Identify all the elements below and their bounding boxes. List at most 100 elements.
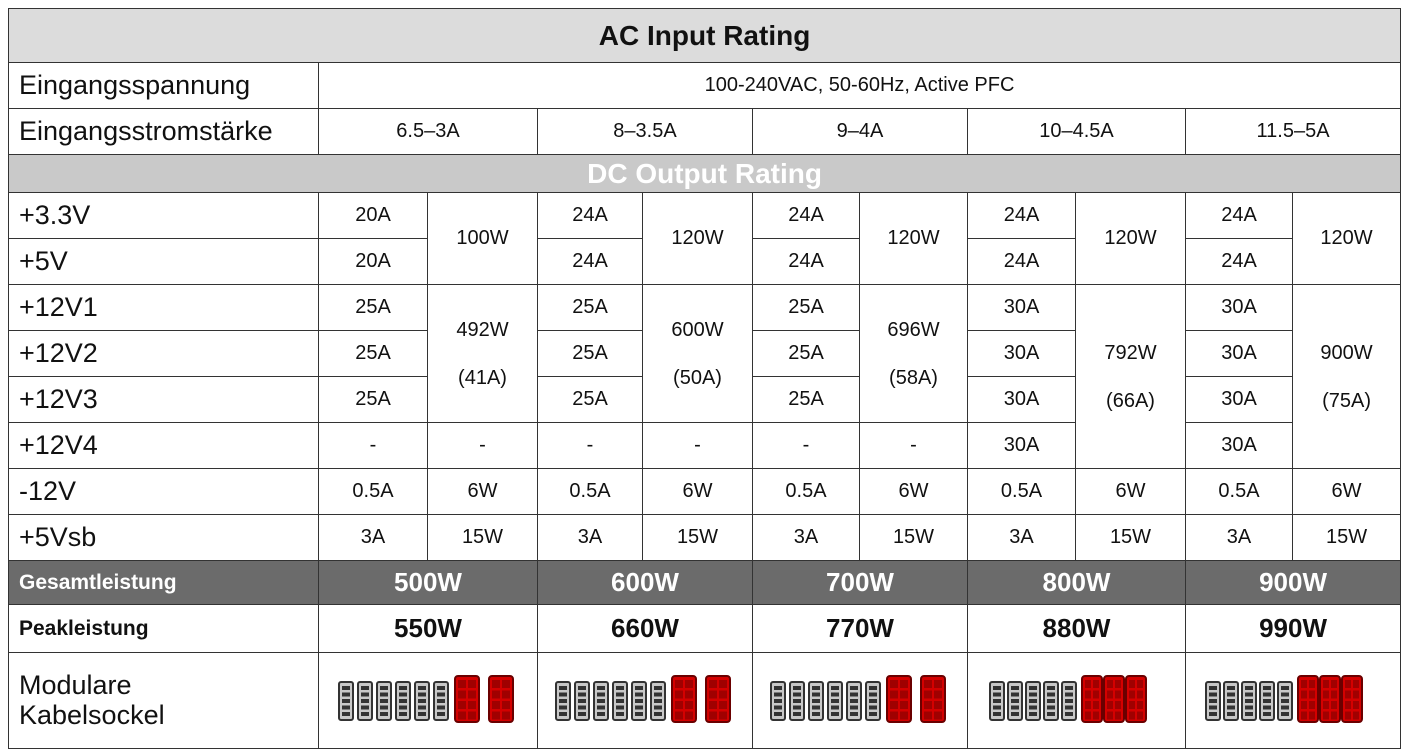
connector xyxy=(1136,690,1143,698)
table-cell: 25A xyxy=(752,376,860,423)
connector xyxy=(1209,711,1218,716)
connector xyxy=(1128,679,1135,688)
connector xyxy=(831,711,839,716)
connector xyxy=(812,692,820,696)
table-cell: 30A xyxy=(967,330,1076,377)
connector xyxy=(924,690,932,698)
connector xyxy=(399,705,407,709)
connector xyxy=(1084,711,1091,719)
connector xyxy=(793,698,801,703)
connector xyxy=(1046,685,1055,690)
connector xyxy=(1323,711,1330,719)
table-cell: +12V4 xyxy=(8,422,319,469)
table-cell: 15W xyxy=(1075,514,1186,561)
connector xyxy=(924,711,932,719)
connector xyxy=(1106,700,1113,709)
connector xyxy=(616,711,624,716)
connector xyxy=(900,679,908,688)
connector xyxy=(1010,692,1019,696)
connector xyxy=(934,679,942,688)
connector xyxy=(458,679,466,688)
connector xyxy=(1092,711,1099,719)
table-cell: 492W (41A) xyxy=(427,284,538,423)
table-cell: 0.5A xyxy=(1185,468,1293,515)
cell-line: (75A) xyxy=(1322,389,1371,412)
table-cell: 24A xyxy=(752,238,860,285)
connector xyxy=(1114,711,1121,719)
connector xyxy=(675,700,683,709)
connector xyxy=(437,711,445,716)
connector xyxy=(685,700,693,709)
connector xyxy=(597,698,605,703)
connector xyxy=(934,711,942,719)
table-cell xyxy=(967,652,1186,749)
connector xyxy=(1245,711,1254,716)
table-cell: - xyxy=(318,422,428,469)
table-cell: 30A xyxy=(1185,422,1293,469)
connector xyxy=(559,705,567,709)
connector-icons xyxy=(555,674,731,723)
connector xyxy=(380,705,388,709)
table-cell: 0.5A xyxy=(537,468,643,515)
connector xyxy=(399,685,407,690)
table-cell: 9–4A xyxy=(752,108,968,155)
connector xyxy=(719,690,727,698)
connector xyxy=(1064,685,1073,690)
connector xyxy=(890,700,898,709)
connector xyxy=(793,705,801,709)
table-cell xyxy=(537,652,753,749)
connector xyxy=(502,690,510,698)
connector-icons xyxy=(770,674,946,723)
connector xyxy=(616,705,624,709)
table-cell: 24A xyxy=(537,192,643,239)
connector xyxy=(1227,711,1236,716)
connector xyxy=(793,711,801,716)
connector xyxy=(1064,711,1073,716)
table-cell: 6W xyxy=(859,468,968,515)
table-cell: +12V1 xyxy=(8,284,319,331)
table-row: Modulare Kabelsockel xyxy=(8,652,1402,749)
connector xyxy=(850,685,858,690)
connector xyxy=(1136,700,1143,709)
connector xyxy=(361,685,369,690)
table-cell: 24A xyxy=(537,238,643,285)
connector xyxy=(654,705,662,709)
table-row: Peakleistung 550W 660W 770W 880W 990W xyxy=(8,604,1402,653)
table-cell: 6.5–3A xyxy=(318,108,538,155)
connector xyxy=(831,685,839,690)
connector xyxy=(1028,692,1037,696)
connector xyxy=(1128,690,1135,698)
connector xyxy=(578,685,586,690)
connector xyxy=(992,698,1001,703)
table-cell: 25A xyxy=(318,330,428,377)
connector xyxy=(502,700,510,709)
table-cell: 25A xyxy=(537,330,643,377)
connector xyxy=(1064,705,1073,709)
connector xyxy=(1281,705,1290,709)
connector xyxy=(719,679,727,688)
connector xyxy=(1301,690,1308,698)
connector xyxy=(1114,679,1121,688)
connector xyxy=(685,711,693,719)
connector xyxy=(399,711,407,716)
table-cell: 900W (75A) xyxy=(1291,284,1402,469)
connector xyxy=(774,692,782,696)
connector xyxy=(1301,700,1308,709)
connector xyxy=(468,711,476,719)
connector xyxy=(1301,711,1308,719)
connector xyxy=(492,679,500,688)
table-cell: +3.3V xyxy=(8,192,319,239)
connector xyxy=(654,692,662,696)
connector xyxy=(492,690,500,698)
table-cell: - xyxy=(537,422,643,469)
table-cell: 15W xyxy=(1291,514,1402,561)
table-cell: 100-240VAC, 50-60Hz, Active PFC xyxy=(317,62,1402,109)
connector xyxy=(1046,705,1055,709)
connector xyxy=(578,698,586,703)
connector xyxy=(709,690,717,698)
table-cell: Eingangsspannung xyxy=(8,62,319,109)
connector xyxy=(654,711,662,716)
connector xyxy=(380,692,388,696)
connector xyxy=(1092,679,1099,688)
connector xyxy=(1227,685,1236,690)
